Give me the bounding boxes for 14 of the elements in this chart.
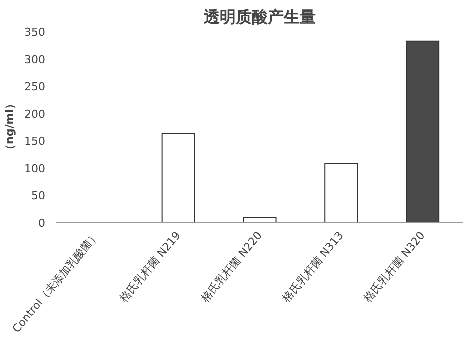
y-tick-label: 250 (24, 80, 46, 94)
bar (324, 163, 358, 222)
bar (406, 40, 440, 222)
y-axis-title: （ng/ml） (4, 98, 17, 156)
y-tick-label: 300 (24, 53, 46, 66)
y-tick-label: 200 (24, 108, 46, 121)
y-tick-label: 150 (24, 135, 46, 148)
y-tick-label: 350 (24, 26, 46, 39)
y-tick-label: 100 (24, 162, 46, 176)
y-tick-label: 0 (38, 217, 46, 230)
chart-title: 透明质酸产生量 (203, 8, 316, 26)
y-tick-label: 50 (32, 190, 46, 203)
bar (162, 133, 196, 222)
bar (243, 217, 277, 222)
